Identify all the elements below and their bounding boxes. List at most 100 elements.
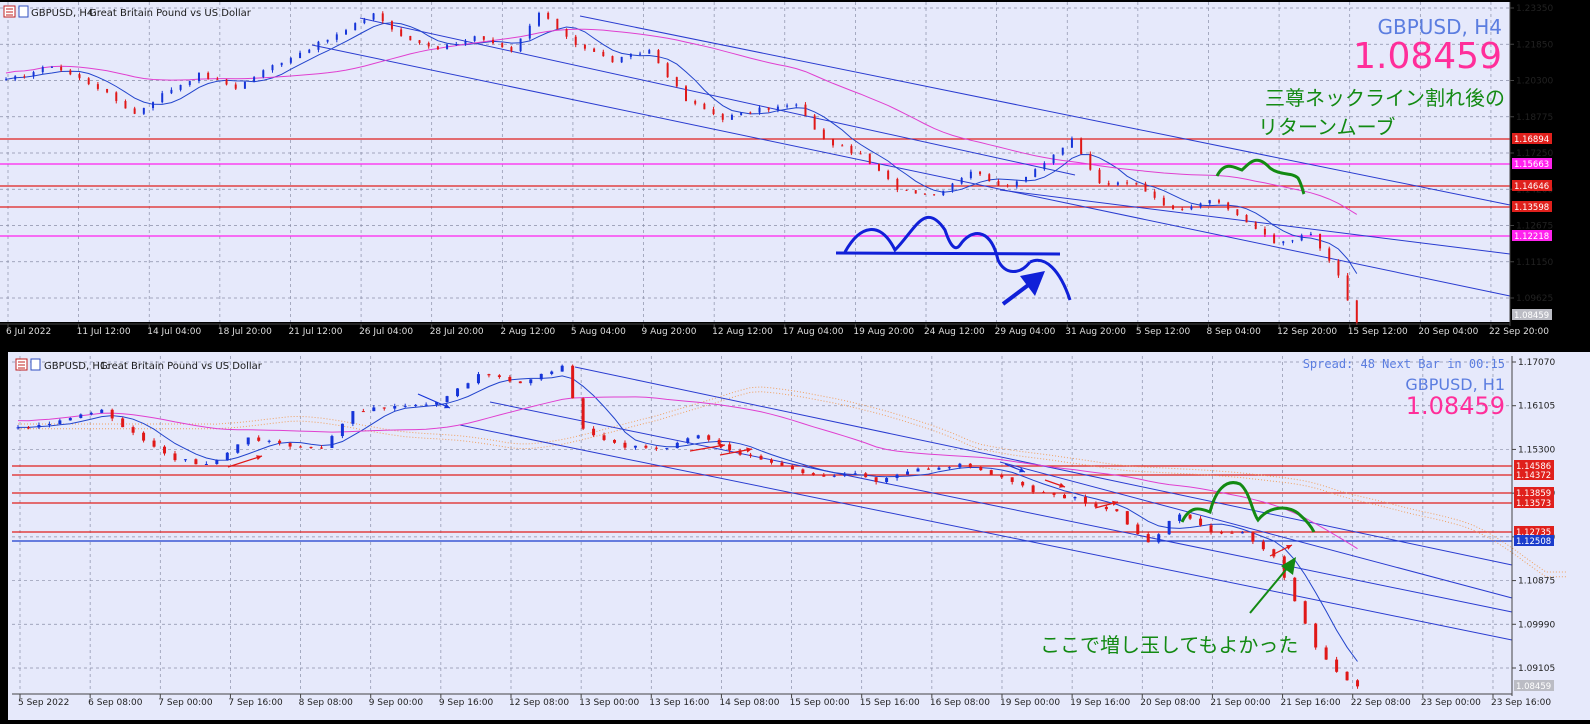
candle-body: [537, 12, 540, 26]
time-tick-label: 18 Jul 20:00: [218, 327, 272, 337]
price-tick-label: 1.16105: [1518, 402, 1555, 412]
candle-body: [501, 43, 504, 48]
candle-body: [730, 115, 733, 120]
level-price-text: 1.14372: [1516, 471, 1551, 481]
level-price-tag: [1514, 469, 1554, 480]
level-price-text: 1.12218: [1514, 232, 1549, 242]
price-axis[interactable]: 1.233501.218501.203001.187751.172501.142…: [1509, 2, 1553, 326]
candle-body: [308, 49, 311, 53]
candle-body: [381, 13, 384, 22]
candle-body: [654, 447, 658, 449]
candle-body: [1094, 503, 1098, 507]
candle-body: [1208, 200, 1211, 204]
candle-body: [280, 62, 283, 66]
candle-body: [372, 13, 375, 20]
candle-body: [89, 412, 93, 415]
candle-body: [811, 473, 815, 475]
candle-body: [997, 181, 1000, 186]
candle-body: [354, 23, 357, 31]
candle-body: [1146, 534, 1150, 543]
horizontal-levels: [12, 465, 1512, 542]
candle-body: [853, 473, 857, 475]
chart-header: GBPUSD, H1: Great Britain Pound vs US Do…: [15, 358, 263, 372]
time-tick-label: 21 Sep 16:00: [1281, 698, 1341, 708]
candle-body: [204, 463, 208, 465]
candle-body: [436, 46, 439, 50]
candle-body: [1104, 506, 1108, 510]
candle-body: [859, 153, 862, 155]
candle-body: [476, 374, 480, 384]
candle-body: [508, 377, 512, 382]
symbol-label: GBPUSD, H4: [1378, 15, 1503, 39]
trend-channel-lines: [311, 15, 1511, 297]
time-axis[interactable]: 5 Sep 2022 6 Sep 08:00 7 Sep 00:00 7 Sep 16…: [12, 693, 1551, 708]
candle-body: [1261, 541, 1265, 550]
candle-body: [657, 50, 660, 64]
arrow-head-icon: [256, 455, 262, 461]
chart-panel-h1[interactable]: GBPUSD, H1: Great Britain Pound vs US Do…: [0, 345, 1590, 720]
moving-averages: [5, 22, 1358, 274]
candle-body: [979, 171, 982, 175]
candle-body: [246, 437, 250, 445]
candle-body: [79, 414, 83, 418]
time-axis[interactable]: 6 Jul 2022 11 Jul 12:00 14 Jul 04:00 18 Jul…: [0, 323, 1549, 337]
candle-body: [1251, 532, 1255, 542]
time-tick-label: 15 Sep 00:00: [790, 698, 850, 708]
candle-body: [1115, 509, 1119, 512]
candle-body: [666, 63, 669, 78]
candle-body: [382, 407, 386, 409]
candle-body: [738, 450, 742, 455]
candle-body: [519, 38, 522, 52]
candle-body: [446, 44, 449, 50]
candle-body: [675, 77, 678, 87]
candle-body: [804, 104, 807, 116]
level-price-tag: [1514, 535, 1554, 546]
chart-panel-h4[interactable]: GBPUSD, H4: Great Britain Pound vs US Do…: [0, 0, 1590, 343]
candle-body: [510, 47, 513, 52]
candle-body: [611, 56, 614, 63]
candle-body: [330, 436, 334, 448]
candle-body: [299, 52, 302, 59]
candle-body: [78, 74, 81, 79]
candle-body: [1328, 248, 1331, 261]
candle-body: [124, 101, 127, 109]
candle-body: [1300, 235, 1303, 241]
time-tick-label: 12 Sep 20:00: [1277, 327, 1337, 337]
annotation-line-1: 三尊ネックライン割れ後の: [1265, 86, 1505, 110]
candle-body: [142, 432, 146, 441]
candle-body: [23, 76, 26, 78]
candle-body: [613, 439, 617, 443]
candle-body: [1355, 300, 1358, 323]
candle-body: [639, 53, 642, 55]
candle-body: [947, 467, 951, 469]
candle-body: [539, 373, 543, 380]
channel-line: [459, 424, 1513, 641]
candle-body: [906, 471, 910, 475]
candle-body: [988, 174, 991, 182]
arrow-head-icon: [1059, 482, 1065, 488]
channel-line: [311, 44, 1511, 297]
candle-body: [1337, 260, 1340, 276]
annotation-line-2: リターンムーブ: [1258, 115, 1395, 139]
plot-area[interactable]: [0, 2, 1510, 322]
candle-body: [822, 474, 826, 477]
candle-body: [1303, 601, 1307, 624]
head-shoulders-green-sketch: [1180, 481, 1316, 533]
candle-body: [942, 190, 945, 196]
candle-body: [989, 470, 993, 475]
candle-body: [289, 58, 292, 63]
price-tick-label: 1.15300: [1518, 445, 1555, 455]
candle-body: [161, 93, 164, 103]
arrow-head-icon: [444, 403, 450, 409]
candle-body: [267, 440, 271, 442]
candle-body: [1052, 492, 1056, 495]
candle-body: [1254, 222, 1257, 229]
time-tick-label: 24 Aug 12:00: [924, 327, 985, 337]
level-price-tag: [1514, 487, 1554, 498]
candle-body: [648, 50, 651, 54]
candle-body: [629, 53, 632, 57]
ma-fast-line: [18, 375, 1358, 662]
candle-body: [37, 424, 41, 428]
time-tick-label: 12 Aug 12:00: [712, 327, 773, 337]
price-axis[interactable]: 1.170701.161051.153001.125301.117601.108…: [1511, 356, 1555, 696]
